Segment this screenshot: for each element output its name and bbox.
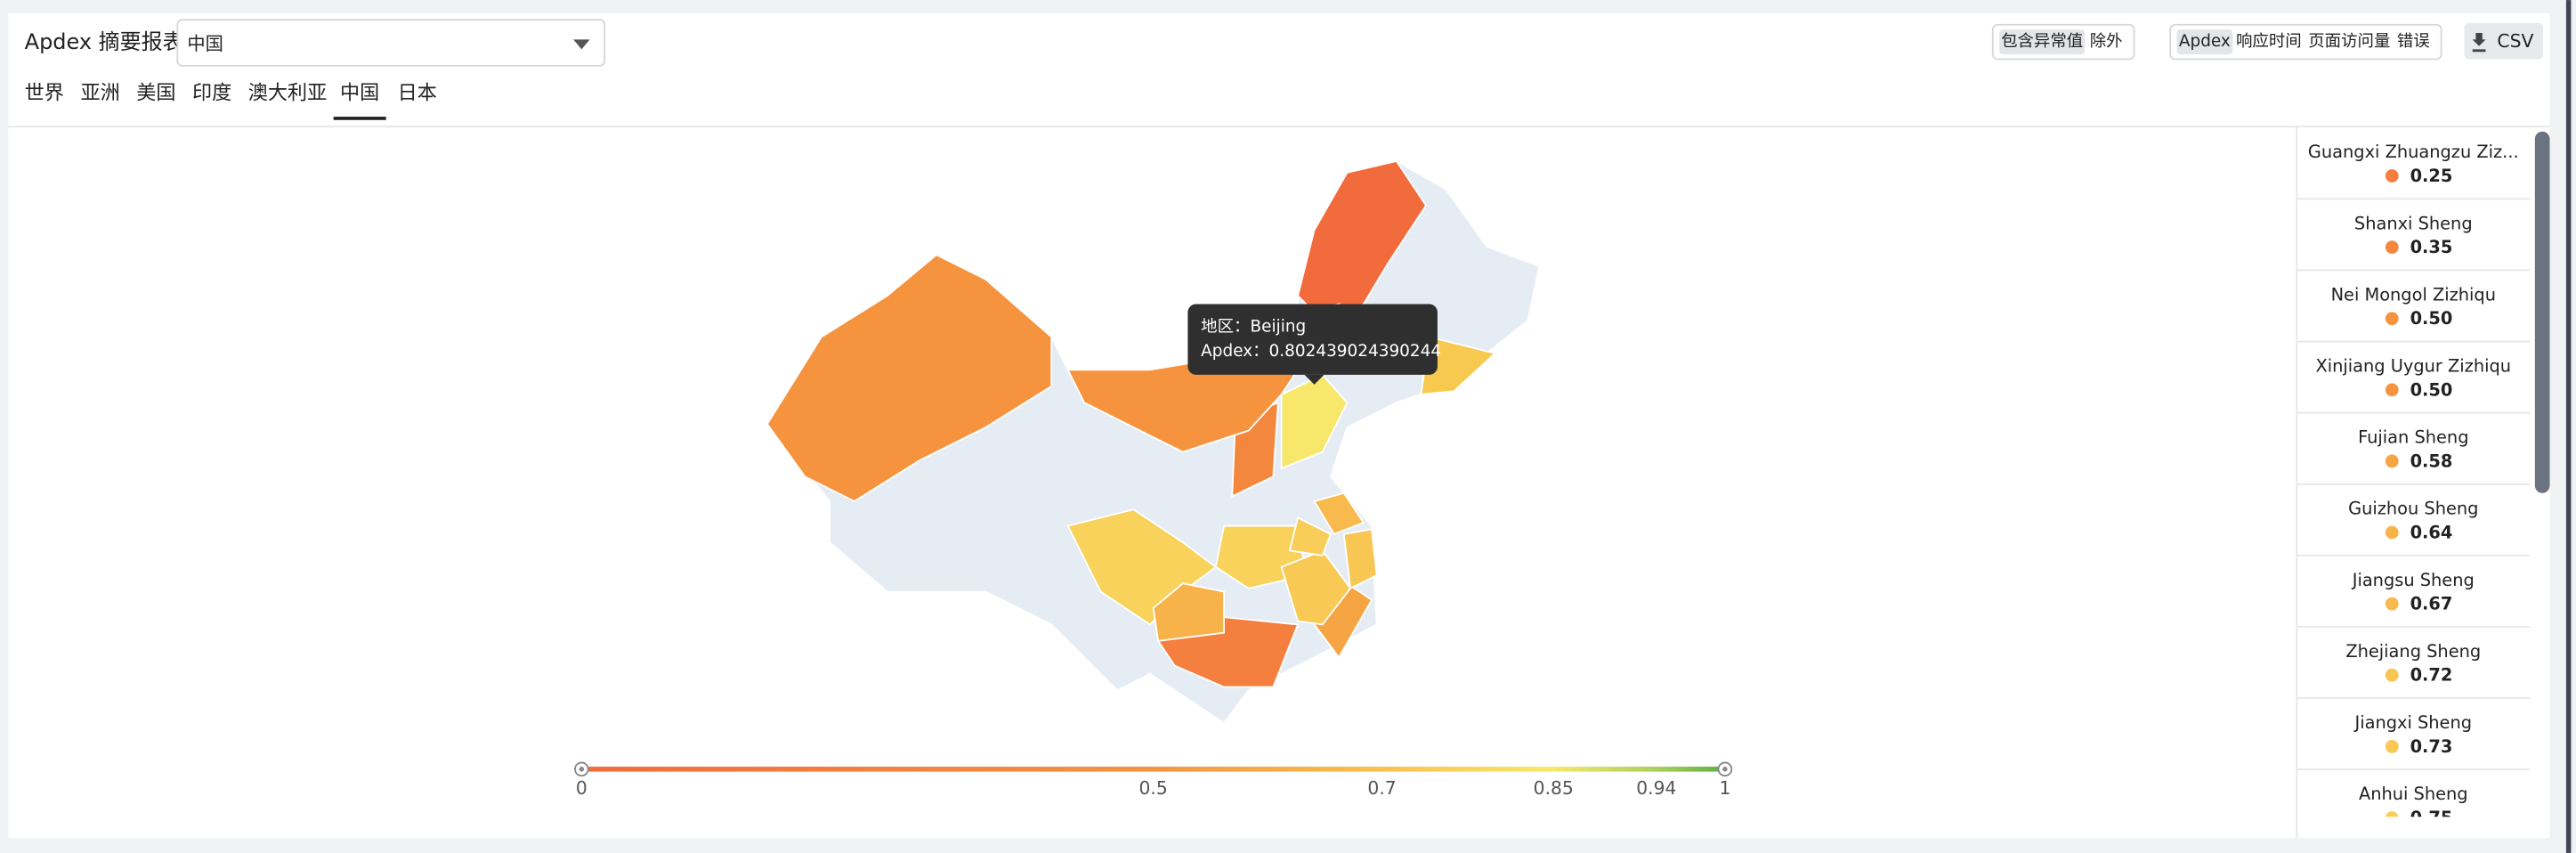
toggle-option[interactable]: Apdex xyxy=(2179,32,2231,51)
select-value: 中国 xyxy=(187,33,223,54)
legend-handle-dot xyxy=(1722,767,1728,772)
download-icon xyxy=(2472,32,2486,53)
tab-underline xyxy=(333,117,386,120)
region-value: 0.67 xyxy=(2410,594,2453,614)
region-name: Zhejiang Sheng xyxy=(2345,641,2481,662)
region-value: 0.50 xyxy=(2410,308,2453,329)
tab[interactable]: 世界 xyxy=(25,82,64,105)
region-name: Guangxi Zhuangzu Ziz... xyxy=(2308,142,2519,162)
map-region xyxy=(1313,491,1365,536)
region-name: Guizhou Sheng xyxy=(2348,499,2478,519)
region-name: Jiangsu Sheng xyxy=(2352,570,2475,590)
legend-tick: 0.7 xyxy=(1367,777,1396,799)
region-dot xyxy=(2385,454,2399,468)
tooltip xyxy=(1187,304,1438,375)
region-value: 0.35 xyxy=(2410,237,2453,257)
region-name: Shanxi Sheng xyxy=(2354,213,2473,233)
tooltip-pointer xyxy=(1304,374,1324,385)
region-dot xyxy=(2385,811,2399,817)
scrollbar-thumb xyxy=(2534,131,2550,493)
region-value: 0.64 xyxy=(2410,522,2453,542)
toggle-option[interactable]: 响应时间 xyxy=(2236,32,2302,51)
map-region xyxy=(1420,336,1497,396)
map-region xyxy=(1152,582,1225,642)
edge xyxy=(2565,0,2572,853)
legend-tick: 1 xyxy=(1719,777,1730,799)
region-select[interactable] xyxy=(176,19,606,67)
toggle-option[interactable]: 错误 xyxy=(2397,32,2430,51)
toggle-active xyxy=(1999,29,2086,54)
region-dot xyxy=(2385,597,2399,611)
region-value: 0.25 xyxy=(2410,166,2453,186)
tab[interactable]: 日本 xyxy=(398,82,437,105)
toggle-option[interactable]: 除外 xyxy=(2090,32,2123,51)
region-value: 0.75 xyxy=(2410,808,2453,828)
region-value: 0.72 xyxy=(2410,665,2453,686)
ranking-list: Guangxi Zhuangzu Ziz... 0.25 Shanxi Sheng 0… xyxy=(2297,142,2531,828)
region-value: 0.58 xyxy=(2410,451,2453,471)
map-region xyxy=(1342,528,1378,590)
tooltip-line: Apdex：0.802439024390244 xyxy=(1201,342,1441,361)
region-name: Fujian Sheng xyxy=(2358,427,2468,448)
region-value: 0.50 xyxy=(2410,379,2453,400)
region-dot xyxy=(2385,240,2399,255)
tab[interactable]: 印度 xyxy=(192,82,231,105)
map-region xyxy=(766,254,1053,503)
csv-label: CSV xyxy=(2497,30,2533,52)
legend-handle-dot xyxy=(579,767,585,772)
toggle-box xyxy=(2169,23,2442,61)
region-name: Anhui Sheng xyxy=(2359,784,2468,804)
region-name: Jiangxi Sheng xyxy=(2354,712,2473,733)
legend-bar xyxy=(581,767,1725,772)
page-title: Apdex 摘要报表 xyxy=(25,29,184,54)
region-name: Nei Mongol Zizhiqu xyxy=(2331,284,2496,305)
region-value: 0.73 xyxy=(2410,736,2453,757)
tab[interactable]: 亚洲 xyxy=(80,82,119,105)
region-dot xyxy=(2385,383,2399,397)
legend-tick: 0.5 xyxy=(1139,777,1168,799)
region-dot xyxy=(2385,525,2399,540)
toggle-option[interactable]: 页面访问量 xyxy=(2308,32,2390,51)
toggle-active xyxy=(2176,29,2233,54)
legend-tick: 0.94 xyxy=(1636,777,1676,799)
toggle-option[interactable]: 包含异常值 xyxy=(2001,32,2083,51)
region-name: Xinjiang Uygur Zizhiqu xyxy=(2315,356,2511,377)
region-dot xyxy=(2385,668,2399,682)
region-dot xyxy=(2385,312,2399,326)
tooltip-line: 地区：Beijing xyxy=(1201,317,1306,336)
tab[interactable]: 澳大利亚 xyxy=(248,82,328,105)
select-arrow xyxy=(573,39,590,50)
tab[interactable]: 美国 xyxy=(136,82,175,105)
map-region xyxy=(1288,516,1333,556)
legend-tick: 0.85 xyxy=(1534,777,1574,799)
region-dot xyxy=(2385,169,2399,183)
region-dot xyxy=(2385,739,2399,753)
legend-tick: 0 xyxy=(576,777,587,799)
tab[interactable]: 中国 xyxy=(340,82,379,105)
